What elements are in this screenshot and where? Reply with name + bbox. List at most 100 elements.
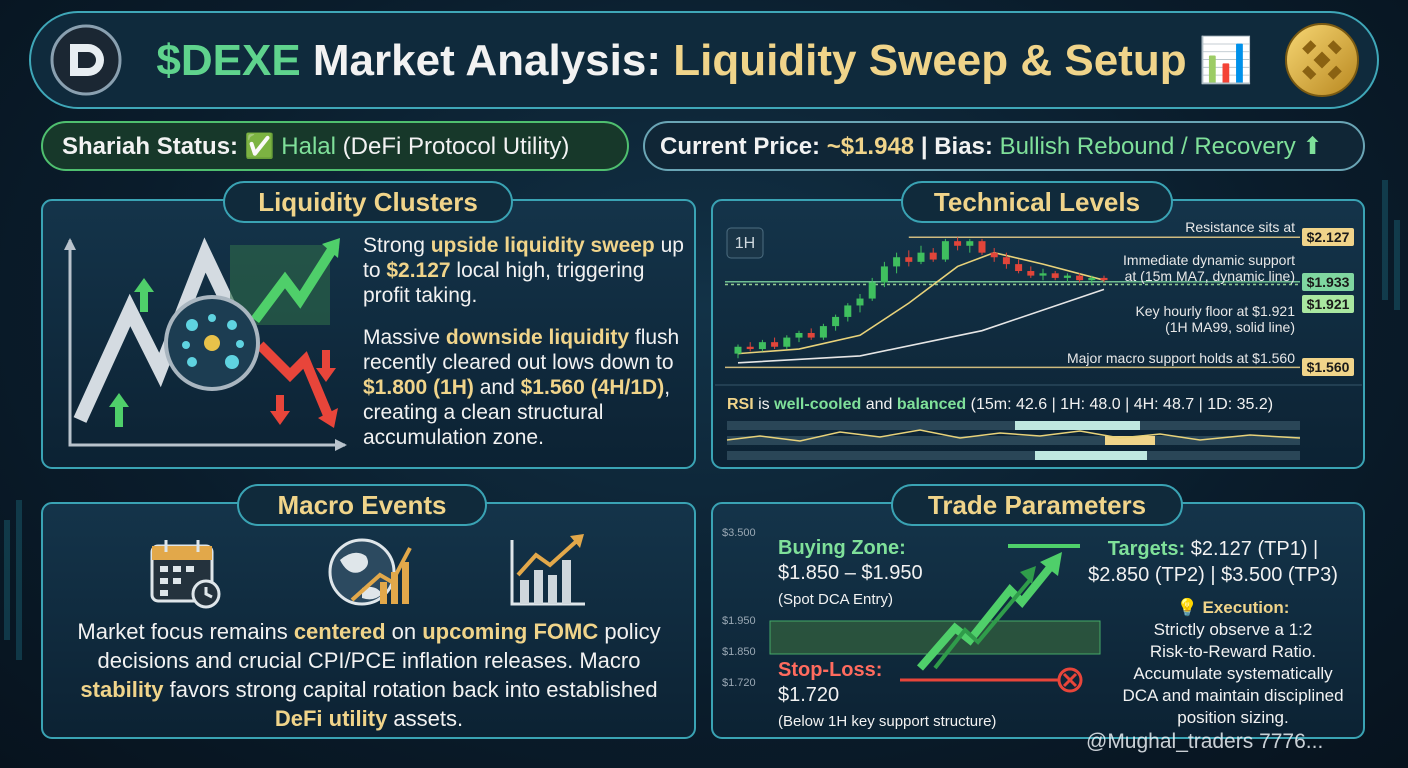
ma99-line — [737, 288, 1105, 364]
candle-body — [1015, 264, 1023, 272]
candle-body — [807, 332, 815, 338]
candle-body — [1100, 277, 1108, 281]
label: Current Price: — [660, 133, 821, 160]
trade-graphic — [769, 544, 1101, 693]
candle-body — [880, 266, 888, 283]
stop-loss: Stop-Loss: $1.720 (Below 1H key support … — [778, 658, 996, 734]
rsi-text: RSI is well-cooled and balanced (15m: 42… — [727, 396, 1273, 414]
highlight: DeFi utility — [274, 706, 388, 731]
candle-body — [1027, 271, 1035, 276]
title-text: Market Analysis: — [312, 36, 661, 85]
candle-body — [929, 252, 937, 260]
text: Strong — [363, 234, 431, 257]
note: (Below 1H key support structure) — [778, 713, 997, 730]
candle-body — [978, 241, 986, 253]
candle-body — [856, 298, 864, 306]
level-annotation: Major macro support holds at $1.560 — [1066, 350, 1295, 366]
price-status: Current Price: ~$1.948 | Bias: Bullish R… — [660, 132, 1323, 161]
macro-text: Market focus remains centered on upcomin… — [58, 617, 680, 733]
line: position sizing. — [1177, 708, 1289, 727]
text: and — [473, 376, 521, 399]
level-tag: $1.933 — [1302, 272, 1354, 291]
execution: 💡 Execution: Strictly observe a 1:2 Risk… — [1102, 597, 1364, 729]
note: (Spot DCA Entry) — [778, 591, 894, 608]
label: Shariah Status: — [62, 133, 239, 160]
chart-icon — [510, 534, 585, 606]
buying-zone: Buying Zone: $1.850 – $1.950 (Spot DCA E… — [778, 536, 923, 612]
brand-logo-mark — [70, 44, 104, 76]
timeframe-badge — [726, 227, 764, 259]
highlight: $2.127 — [386, 259, 451, 282]
candle-body — [941, 241, 949, 260]
label: Stop-Loss: — [778, 659, 883, 681]
highlight: centered — [293, 619, 386, 644]
liquidity-illustration — [64, 237, 347, 451]
level-annotation: Key hourly floor at $1.921 — [1135, 303, 1295, 319]
candle-body — [832, 316, 840, 327]
panel-tabs — [223, 181, 1183, 526]
panel-title: Liquidity Clusters — [258, 187, 478, 217]
highlight: RSI — [727, 396, 754, 413]
candle-body — [783, 337, 791, 347]
level-annotation: at (15m MA7, dynamic line) — [1124, 268, 1295, 284]
line: $2.127 (TP1) | — [1190, 538, 1319, 560]
text: and — [861, 396, 897, 413]
line: DCA and maintain disciplined — [1122, 686, 1344, 705]
line: Risk-to-Reward Ratio. — [1149, 642, 1317, 661]
text: policy decisions and crucial CPI/PCE inf… — [97, 619, 661, 673]
highlight: upcoming FOMC — [422, 619, 599, 644]
shariah-pill — [41, 121, 629, 171]
watermark: @Mughal_traders 7776... — [1086, 730, 1324, 753]
candle-body — [966, 241, 974, 246]
level-annotation: Resistance sits at — [1185, 219, 1295, 235]
value: Halal — [281, 133, 336, 160]
globe-icon — [328, 538, 412, 606]
highlight: $1.560 (4H/1D) — [520, 376, 665, 399]
candle-body — [1002, 257, 1010, 265]
level-annotation: Immediate dynamic support — [1123, 252, 1295, 268]
candle-body — [771, 342, 779, 347]
text: Massive — [363, 326, 446, 349]
title-highlight: Liquidity Sweep & Setup — [673, 36, 1187, 85]
text: flush recently cleared out lows down to — [363, 326, 680, 374]
text: , creating a clean structural accumulati… — [363, 376, 671, 449]
axis-label: $3.500 — [722, 527, 756, 539]
price: ~$1.948 — [826, 133, 915, 160]
candle-body — [758, 342, 766, 350]
text: Market focus remains — [77, 619, 294, 644]
highlight: downside liquidity — [445, 326, 630, 349]
candle-body — [917, 252, 925, 262]
calendar-icon — [150, 540, 221, 609]
rsi-bars — [726, 421, 1301, 460]
text: (15m: 42.6 | 1H: 48.0 | 4H: 48.7 | 1D: 3… — [966, 396, 1274, 413]
timeframe: 1H — [734, 235, 756, 252]
candle-body — [905, 257, 913, 262]
candle-body — [819, 326, 827, 338]
bg-deco — [4, 180, 1400, 660]
text: is — [753, 396, 775, 413]
highlight: balanced — [896, 396, 967, 413]
icon: ⬆ — [1302, 133, 1323, 160]
candle-body — [795, 332, 803, 338]
label: Bias: — [934, 133, 993, 160]
ma7-line — [737, 251, 1105, 355]
label: Execution: — [1202, 598, 1290, 617]
text: on — [385, 619, 423, 644]
line: Strictly observe a 1:2 — [1153, 620, 1313, 639]
level-tag: $1.560 — [1302, 358, 1354, 377]
label: Buying Zone: — [778, 537, 906, 559]
highlight: stability — [80, 677, 164, 702]
candle-body — [844, 305, 852, 317]
paragraph: Massive downside liquidity flush recentl… — [363, 325, 693, 450]
text: up to — [363, 234, 684, 282]
candle-body — [734, 346, 742, 354]
candle-body — [893, 257, 901, 267]
range: $1.850 – $1.950 — [778, 562, 923, 584]
text: favors strong capital rotation back into… — [163, 677, 658, 702]
line: $2.850 (TP2) | $3.500 (TP3) — [1088, 564, 1338, 586]
highlight: well-cooled — [774, 396, 862, 413]
paragraph: Strong upside liquidity sweep up to $2.1… — [363, 233, 693, 308]
icon: 💡 — [1176, 598, 1198, 617]
panel-title: Macro Events — [277, 490, 447, 520]
highlight: upside liquidity sweep — [430, 234, 655, 257]
